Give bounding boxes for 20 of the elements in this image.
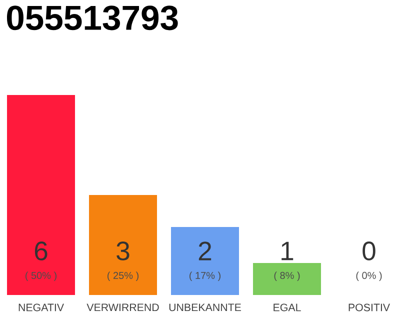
annotation: 2 — [198, 242, 212, 260]
annotation: 0 — [362, 242, 376, 260]
annotation: 6 — [34, 242, 48, 260]
x-tick-label: POSITIV — [348, 304, 390, 312]
data-label: ( 50% ) — [26, 272, 56, 281]
x-tick-label: NEGATIV — [18, 304, 64, 312]
bar — [171, 226, 239, 295]
data-label: ( 8% ) — [274, 272, 300, 281]
data-label: ( 25% ) — [108, 272, 138, 281]
bar — [7, 94, 76, 295]
annotation: 1 — [282, 242, 294, 260]
data-label: ( 17% ) — [190, 272, 220, 281]
bar — [89, 194, 157, 295]
bar — [252, 262, 321, 295]
x-tick-label: EGAL — [274, 304, 301, 312]
chart-title: 055513793 — [6, 6, 178, 30]
x-tick-label: VERWIRREND — [86, 304, 159, 312]
x-tick-label: UNBEKANNTE — [169, 304, 241, 312]
annotation: 3 — [116, 242, 130, 260]
data-label: ( 0% ) — [356, 272, 382, 281]
